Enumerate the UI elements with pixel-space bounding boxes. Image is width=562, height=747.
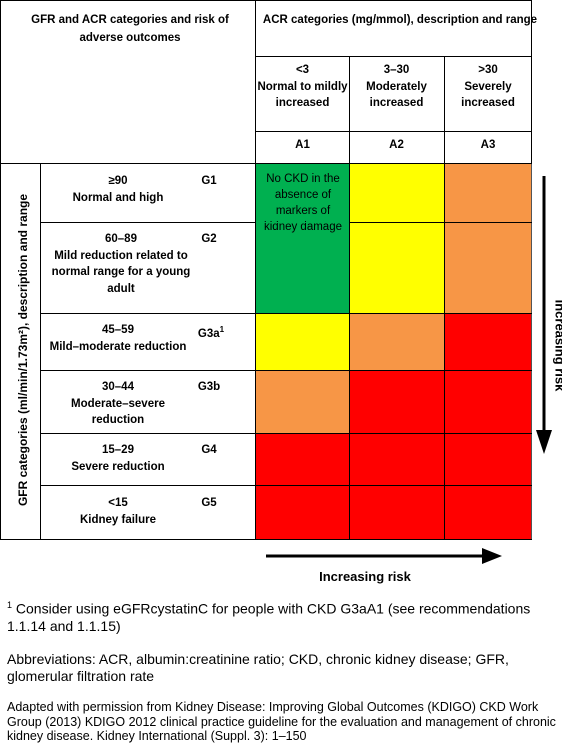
acr-a2-description: Moderately increased <box>366 80 427 110</box>
acr-a2-header: 3–30 Moderately increased <box>349 62 444 112</box>
risk-cell-r1-a2 <box>350 164 444 222</box>
risk-cell-green-merged <box>256 164 349 313</box>
gfr-axis-label: GFR categories (ml/min/1.73m²), descript… <box>16 193 30 507</box>
gfr-g3a-description: Mild–moderate reduction <box>49 340 187 353</box>
gfr-g3a-label: 45–59 Mild–moderate reduction <box>44 322 192 355</box>
gfr-g3a-code-text: G3a <box>197 327 220 340</box>
risk-cell-r3-a1 <box>256 314 349 370</box>
gfr-g4-code: G4 <box>201 444 217 456</box>
risk-cell-r6-a2 <box>350 486 444 539</box>
source-note: Adapted with permission from Kidney Dise… <box>7 700 556 743</box>
gfr-g1-code: G1 <box>201 175 217 187</box>
gfr-g3b-code: G3b <box>197 381 221 393</box>
acr-a1-description: Normal to mildly increased <box>257 80 348 110</box>
no-ckd-note: No CKD in the absence of markers of kidn… <box>264 173 342 233</box>
horizontal-risk-label: Increasing risk <box>319 569 411 584</box>
gfr-g2-range: 60–89 <box>105 233 137 245</box>
gfr-g4-range: 15–29 <box>102 444 134 456</box>
vertical-risk-label: Increasing risk <box>552 299 562 392</box>
risk-cell-r4-a3 <box>445 371 531 433</box>
risk-cell-r1-a3 <box>445 164 531 222</box>
footnote-1: 1 Consider using eGFRcystatinC for peopl… <box>7 597 559 635</box>
acr-a3-header: >30 Severely increased <box>444 62 532 112</box>
gfr-g3a-footnote-marker: 1 <box>219 325 225 334</box>
acr-a1-range: <3 <box>295 64 310 76</box>
header-left-title: GFR and ACR categories and risk of adver… <box>31 14 229 44</box>
risk-cell-r5-a2 <box>350 434 444 485</box>
risk-cell-r5-a1 <box>256 434 349 485</box>
gfr-g5-description: Kidney failure <box>79 513 157 526</box>
horizontal-risk-arrow <box>266 548 502 564</box>
risk-cell-r4-a1 <box>256 371 349 433</box>
acr-a3-range: >30 <box>478 64 498 76</box>
risk-cell-r3-a2 <box>350 314 444 370</box>
risk-cell-r2-a2 <box>350 223 444 313</box>
vertical-risk-arrow <box>536 176 552 454</box>
gfr-g2-description: Mild reduction related to normal range f… <box>51 249 191 295</box>
acr-a1-header: <3 Normal to mildly increased <box>256 62 349 112</box>
risk-cell-r2-a3 <box>445 223 531 313</box>
gfr-g3b-label: 30–44 Moderate–severe reduction <box>44 379 192 429</box>
gfr-g1-range: ≥90 <box>108 175 128 187</box>
risk-cell-r6-a3 <box>445 486 531 539</box>
gfr-g1-description: Normal and high <box>72 191 164 204</box>
gfr-g2-code: G2 <box>201 233 217 245</box>
gfr-g3b-range: 30–44 <box>102 381 134 393</box>
green-merge-cover <box>256 222 349 223</box>
gfr-g3a-range: 45–59 <box>102 324 134 336</box>
acr-a1-code: A1 <box>295 139 310 151</box>
gfr-g5-range: <15 <box>108 497 128 509</box>
abbreviations-note: Abbreviations: ACR, albumin:creatinine r… <box>7 651 509 684</box>
acr-a3-description: Severely increased <box>461 80 515 110</box>
acr-a3-code: A3 <box>480 139 496 151</box>
gfr-g4-description: Severe reduction <box>71 460 165 473</box>
gfr-g5-label: <15 Kidney failure <box>44 495 192 528</box>
risk-cell-r4-a2 <box>350 371 444 433</box>
gfr-g5-code: G5 <box>201 497 217 509</box>
acr-a2-code: A2 <box>389 139 404 151</box>
gfr-g3b-description: Moderate–severe reduction <box>71 397 165 427</box>
risk-cell-r3-a3 <box>445 314 531 370</box>
risk-cell-r5-a3 <box>445 434 531 485</box>
gfr-g4-label: 15–29 Severe reduction <box>44 442 192 475</box>
gfr-g3a-code: G3a1 <box>184 322 238 342</box>
footnote-1-text: Consider using eGFRcystatinC for people … <box>7 600 531 634</box>
footnote-1-marker: 1 <box>7 600 13 610</box>
risk-cell-r6-a1 <box>256 486 349 539</box>
gfr-g2-label: 60–89 Mild reduction related to normal r… <box>47 231 195 297</box>
header-acr-title: ACR categories (mg/mmol), description an… <box>262 14 538 26</box>
acr-a2-range: 3–30 <box>383 64 410 76</box>
gfr-g1-label: ≥90 Normal and high <box>44 173 192 206</box>
